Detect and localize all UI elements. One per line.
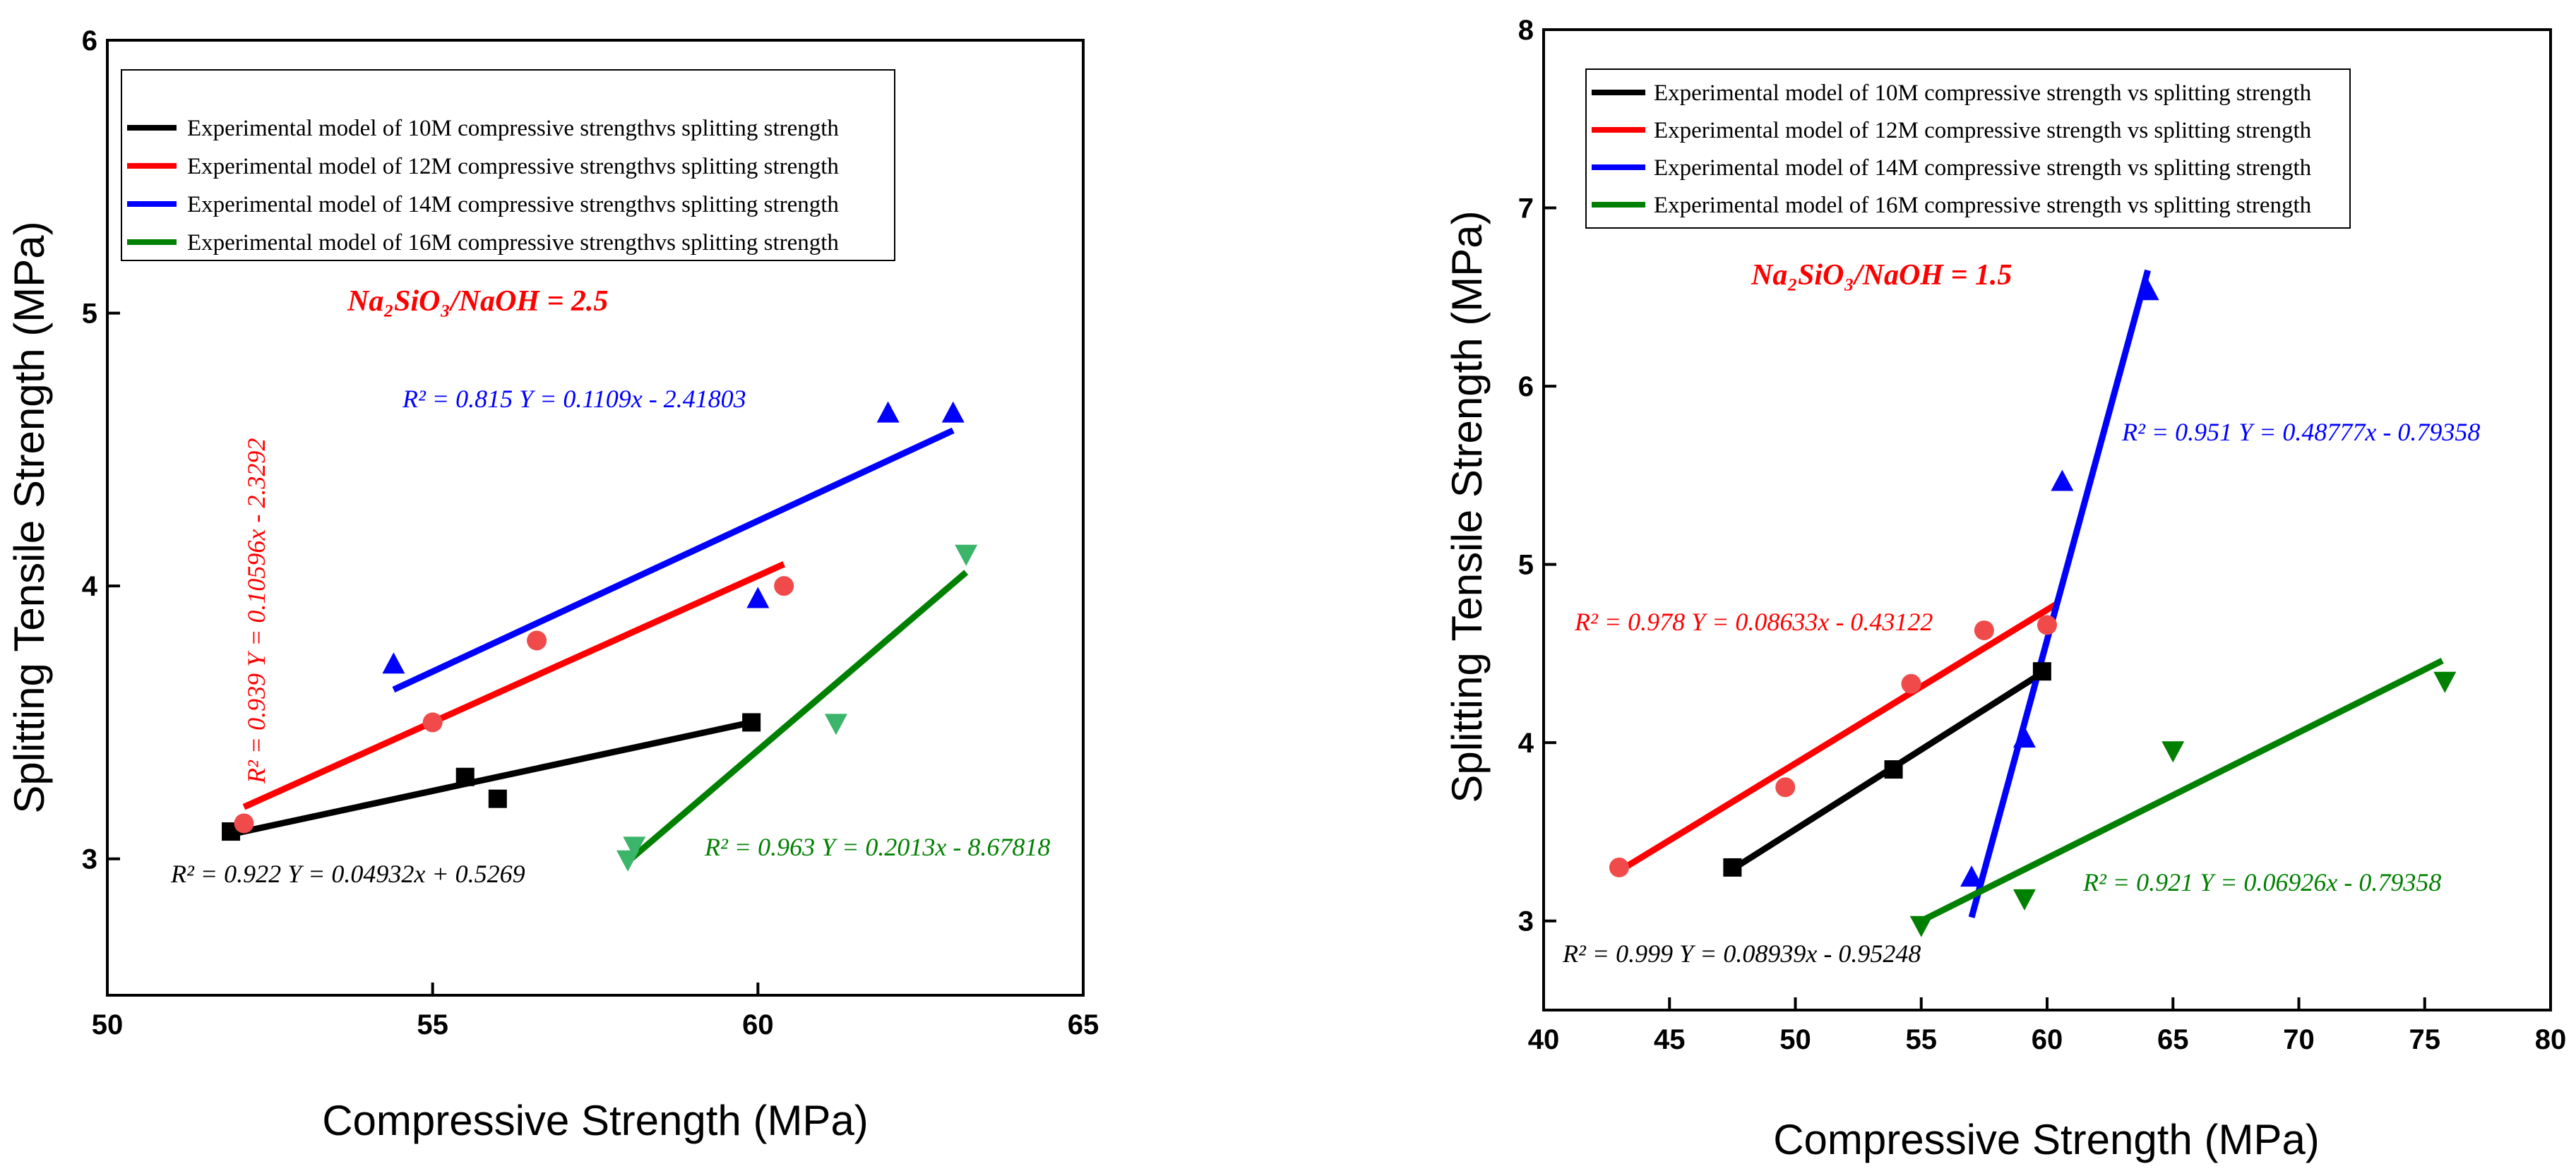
- legend-label: Experimental model of 14M compressive st…: [1654, 155, 2312, 181]
- x-tick-label: 65: [2157, 1024, 2189, 1055]
- data-point: [382, 652, 405, 674]
- legend-box: [1585, 68, 2351, 229]
- data-point: [1609, 857, 1629, 877]
- annotation-12m: R² = 0.939 Y = 0.10596x - 2.3292: [242, 438, 270, 784]
- data-point: [742, 713, 761, 732]
- legend-label: Experimental model of 14M compressive st…: [187, 192, 839, 217]
- y-tick-label: 7: [1518, 193, 1534, 224]
- y-tick-label: 8: [1518, 15, 1534, 46]
- x-tick-label: 65: [1068, 1009, 1099, 1040]
- y-tick-label: 3: [82, 844, 97, 875]
- annotation-14m: R² = 0.815 Y = 0.1109x - 2.41803: [402, 385, 746, 413]
- legend-label: Experimental model of 16M compressive st…: [1654, 193, 2312, 218]
- legend-label: Experimental model of 10M compressive st…: [187, 116, 839, 141]
- fit-line-3: [626, 570, 969, 864]
- x-axis-label: Compressive Strength (MPa): [1773, 1116, 2320, 1163]
- data-point: [1909, 915, 1933, 937]
- data-point: [2032, 662, 2051, 681]
- legend-label: Experimental model of 12M compressive st…: [1654, 118, 2312, 143]
- data-point: [2037, 615, 2057, 635]
- data-point: [941, 401, 965, 423]
- x-tick-label: 60: [742, 1009, 774, 1040]
- fit-line-3: [1919, 657, 2444, 924]
- data-point: [1775, 777, 1796, 798]
- y-axis-label: Splitting Tensile Strength (MPa): [6, 221, 53, 813]
- data-point: [1884, 760, 1903, 779]
- y-tick-label: 4: [1518, 728, 1534, 759]
- fit-line-2: [392, 427, 955, 693]
- x-tick-label: 55: [417, 1009, 448, 1040]
- legend-box: [121, 69, 895, 261]
- annotation-16m: R² = 0.921 Y = 0.06926x - 0.79358: [2082, 868, 2441, 896]
- data-point: [1723, 858, 1742, 877]
- data-point: [1901, 673, 1921, 694]
- data-point: [2433, 671, 2457, 693]
- fit-line-0: [230, 719, 753, 838]
- x-tick-label: 70: [2283, 1024, 2315, 1055]
- annotation-14m: R² = 0.951 Y = 0.48777x - 0.79358: [2121, 418, 2480, 446]
- legend: Experimental model of 10M compressive st…: [1585, 68, 2351, 229]
- y-tick-label: 5: [1518, 550, 1534, 581]
- data-point: [623, 836, 646, 858]
- data-point: [2012, 726, 2036, 748]
- x-tick-label: 45: [1654, 1024, 1686, 1055]
- data-point: [488, 789, 507, 808]
- fit-line-1: [1617, 601, 2059, 874]
- ratio-label: Na₂SiO₃/NaOH = 2.5: [347, 285, 608, 318]
- annotation-10m: R² = 0.999 Y = 0.08939x - 0.95248: [1562, 939, 1921, 968]
- x-tick-label: 80: [2535, 1024, 2567, 1055]
- x-tick-label: 50: [1779, 1024, 1811, 1055]
- data-point: [455, 767, 475, 786]
- y-tick-label: 6: [82, 25, 97, 56]
- x-tick-label: 40: [1528, 1024, 1560, 1055]
- fit-line-2: [1968, 269, 2151, 918]
- plot-frame: [106, 39, 1085, 997]
- y-tick-label: 4: [82, 571, 98, 602]
- data-point: [1960, 865, 1984, 887]
- y-tick-label: 3: [1518, 906, 1534, 937]
- data-point: [234, 813, 254, 834]
- data-point: [2161, 741, 2185, 763]
- data-point: [876, 401, 900, 423]
- x-axis-label: Compressive Strength (MPa): [322, 1097, 869, 1144]
- ratio-label: Na₂SiO₃/NaOH = 1.5: [1751, 259, 2012, 292]
- data-point: [774, 576, 794, 596]
- x-tick-label: 55: [1906, 1024, 1938, 1055]
- data-point: [1974, 620, 1994, 641]
- annotation-16m: R² = 0.963 Y = 0.2013x - 8.67818: [704, 833, 1050, 861]
- fit-line-1: [242, 561, 786, 810]
- legend-label: Experimental model of 16M compressive st…: [187, 230, 839, 256]
- data-point: [746, 587, 770, 608]
- y-tick-label: 6: [1518, 371, 1534, 402]
- legend-label: Experimental model of 10M compressive st…: [1654, 80, 2312, 106]
- data-point: [527, 630, 547, 651]
- data-point: [422, 712, 443, 733]
- x-tick-label: 50: [92, 1009, 124, 1040]
- data-point: [955, 544, 978, 566]
- legend-label: Experimental model of 12M compressive st…: [187, 154, 839, 179]
- legend: Experimental model of 10M compressive st…: [121, 69, 895, 261]
- x-tick-label: 60: [2032, 1024, 2063, 1055]
- annotation-10m: R² = 0.922 Y = 0.04932x + 0.5269: [170, 860, 525, 888]
- data-point: [2136, 279, 2159, 301]
- annotation-12m: R² = 0.978 Y = 0.08633x - 0.43122: [1574, 608, 1933, 636]
- y-axis-label: Splitting Tensile Strength (MPa): [1443, 210, 1491, 803]
- data-point: [2012, 889, 2036, 911]
- data-point: [2051, 469, 2074, 491]
- x-tick-label: 75: [2409, 1024, 2441, 1055]
- y-tick-label: 5: [82, 299, 97, 330]
- data-point: [824, 714, 847, 735]
